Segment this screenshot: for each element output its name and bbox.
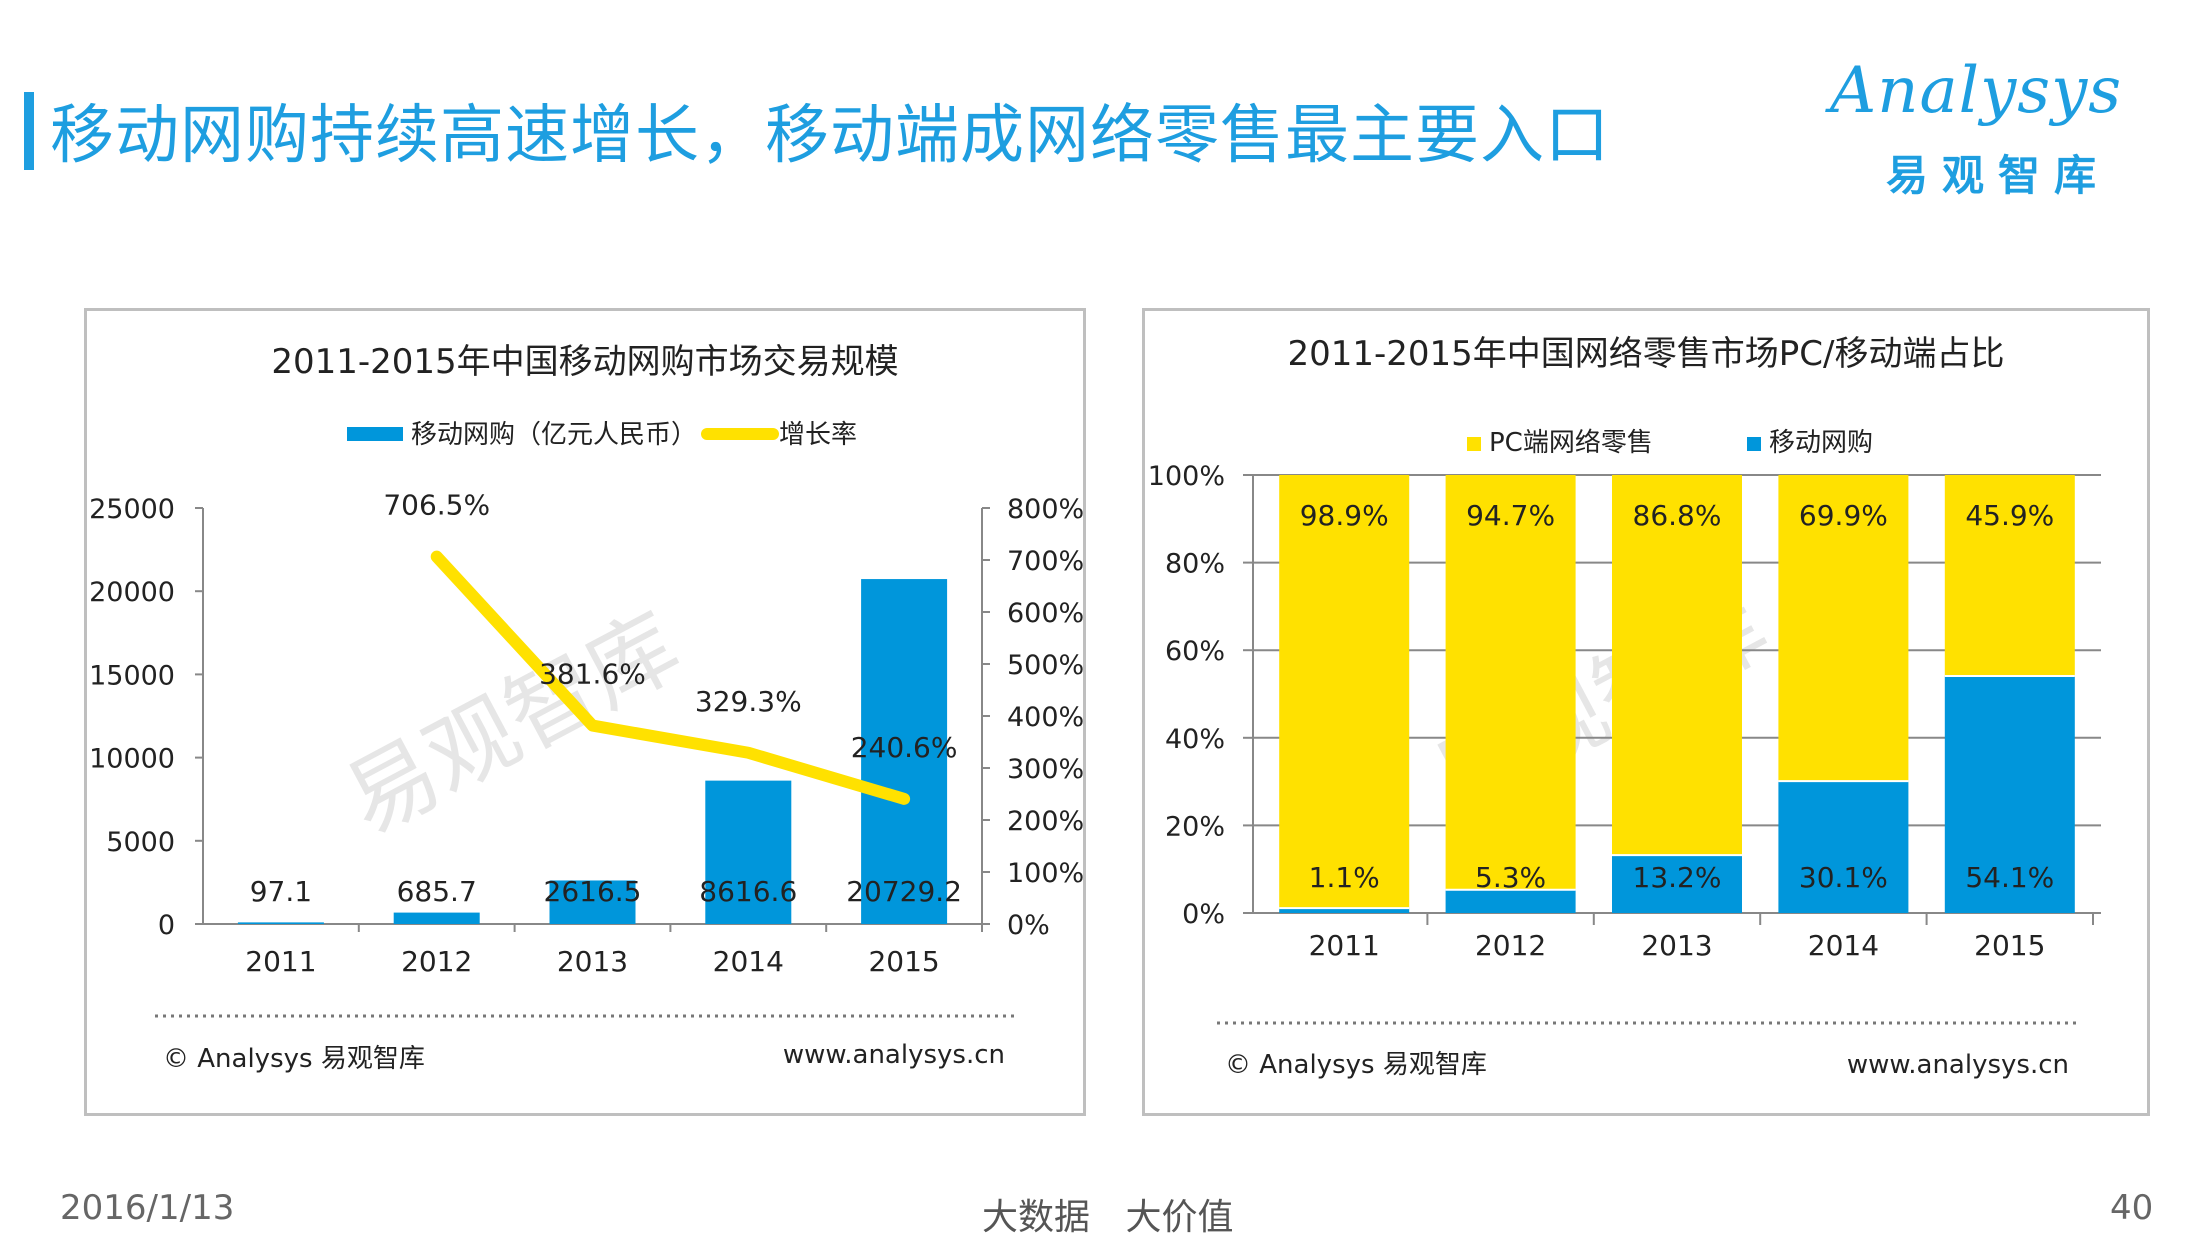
x-tick-label: 2011 (245, 945, 316, 978)
growth-rate-label: 240.6% (851, 731, 958, 764)
legend-label-mobile: 移动网购 (1769, 428, 1873, 458)
y-tick-label: 10000 (89, 744, 175, 775)
x-tick-label: 2015 (1974, 929, 2045, 962)
y-tick-label: 60% (1165, 636, 1225, 667)
website-text: www.analysys.cn (1847, 1050, 2069, 1080)
mobile-share-label: 5.3% (1475, 861, 1546, 894)
legend-label-growth: 增长率 (779, 420, 857, 450)
x-tick-label: 2015 (868, 945, 939, 978)
growth-rate-label: 329.3% (695, 685, 802, 718)
logo-text: Analysys (1830, 54, 2123, 128)
y-tick-label: 20000 (89, 577, 175, 608)
bar-pc-2014 (1778, 475, 1909, 782)
bar-mobile-2012 (393, 912, 480, 924)
y2-tick-label: 500% (1007, 650, 1083, 681)
y-tick-label: 15000 (89, 660, 175, 691)
footer-date: 2016/1/13 (60, 1188, 235, 1228)
footer-slogan: 大数据 大价值 (982, 1197, 1234, 1238)
y2-tick-label: 200% (1007, 806, 1083, 837)
bar-mobile-2014 (1778, 781, 1909, 913)
bar-value-label: 97.1 (250, 875, 312, 908)
pc-share-label: 69.9% (1799, 499, 1888, 532)
bar-mobile-2011 (237, 922, 324, 924)
x-tick-label: 2011 (1309, 929, 1380, 962)
bar-pc-2013 (1612, 475, 1742, 856)
mobile-share-label: 30.1% (1799, 861, 1888, 894)
y2-tick-label: 600% (1007, 598, 1083, 629)
growth-rate-label: 706.5% (383, 489, 490, 522)
bar-pc-2015 (1944, 475, 2075, 677)
x-tick-label: 2014 (713, 945, 784, 978)
pc-share-label: 45.9% (1965, 499, 2054, 532)
x-tick-label: 2012 (401, 945, 472, 978)
bar-pc-2011 (1279, 475, 1410, 909)
copyright-text: © Analysys 易观智库 (163, 1044, 425, 1074)
page-number: 40 (2110, 1188, 2154, 1228)
growth-rate-label: 381.6% (539, 658, 646, 691)
pc-share-label: 86.8% (1633, 499, 1722, 532)
legend-swatch-mobile (1747, 437, 1761, 451)
x-tick-label: 2014 (1808, 929, 1879, 962)
legend-swatch-mobile (347, 427, 403, 441)
legend-label-pc: PC端网络零售 (1489, 428, 1653, 458)
chart-title: 2011-2015年中国网络零售市场PC/移动端占比 (1287, 334, 2004, 374)
pc-share-label: 94.7% (1466, 499, 1555, 532)
y-tick-label: 25000 (89, 494, 175, 525)
pc-share-label: 98.9% (1300, 499, 1389, 532)
x-tick-label: 2013 (557, 945, 628, 978)
bar-value-label: 685.7 (397, 875, 477, 908)
y2-tick-label: 0% (1007, 910, 1050, 941)
bar-mobile-2013 (549, 880, 636, 924)
bar-mobile-2012 (1445, 889, 1576, 913)
y2-tick-label: 700% (1007, 546, 1083, 577)
right-chart-panel: 2011-2015年中国网络零售市场PC/移动端占比 易观智库 PC端网络零售 移动网… (1142, 308, 2150, 1116)
bar-mobile-2015 (1944, 676, 2075, 913)
bar-mobile-2011 (1279, 908, 1410, 913)
bar-value-label: 2616.5 (544, 875, 642, 908)
y-tick-label: 0% (1182, 899, 1225, 930)
y2-tick-label: 800% (1007, 494, 1083, 525)
bar-mobile-2013 (1612, 855, 1742, 913)
bar-value-label: 20729.2 (846, 875, 962, 908)
analysys-logo: Analysys 易观智库 (1830, 54, 2160, 204)
x-tick-label: 2012 (1475, 929, 1546, 962)
y-tick-label: 40% (1165, 724, 1225, 755)
y-tick-label: 100% (1148, 461, 1225, 492)
title-accent-bar (24, 92, 34, 170)
x-tick-label: 2013 (1641, 929, 1712, 962)
mobile-share-label: 1.1% (1309, 861, 1380, 894)
y-tick-label: 20% (1165, 811, 1225, 842)
y-tick-label: 80% (1165, 549, 1225, 580)
copyright-text: © Analysys 易观智库 (1225, 1050, 1487, 1080)
y-tick-label: 5000 (106, 827, 175, 858)
y2-tick-label: 100% (1007, 858, 1083, 889)
y2-tick-label: 400% (1007, 702, 1083, 733)
legend-swatch-pc (1467, 437, 1481, 451)
legend-label-mobile: 移动网购（亿元人民币） (411, 420, 697, 450)
page-title: 移动网购持续高速增长，移动端成网络零售最主要入口 (50, 99, 1610, 173)
bar-value-label: 8616.6 (699, 875, 797, 908)
y-tick-label: 0 (158, 910, 175, 941)
mobile-share-label: 54.1% (1965, 861, 2054, 894)
bar-pc-2012 (1445, 475, 1576, 890)
bar-mobile-2014 (705, 780, 792, 924)
bar-mobile-2015 (861, 579, 948, 924)
left-chart-panel: 2011-2015年中国移动网购市场交易规模 易观智库 移动网购（亿元人民币） 增长率… (84, 308, 1086, 1116)
y2-tick-label: 300% (1007, 754, 1083, 785)
logo-subtitle: 易观智库 (1886, 151, 2111, 200)
chart-title: 2011-2015年中国移动网购市场交易规模 (271, 342, 898, 382)
website-text: www.analysys.cn (783, 1040, 1005, 1070)
growth-rate-line (430, 550, 911, 805)
mobile-share-label: 13.2% (1633, 861, 1722, 894)
